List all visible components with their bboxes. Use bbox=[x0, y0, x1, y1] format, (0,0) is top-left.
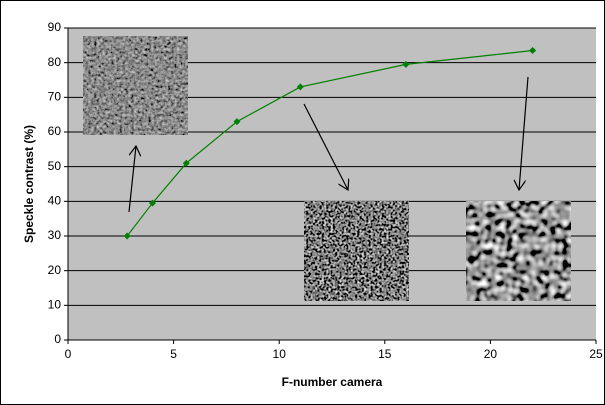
speckle-images bbox=[83, 36, 571, 301]
y-tick-label: 90 bbox=[48, 20, 62, 34]
y-tick-label: 50 bbox=[48, 159, 62, 173]
speckle-image bbox=[83, 36, 188, 135]
x-tick-label: 0 bbox=[65, 347, 72, 361]
x-tick-label: 10 bbox=[273, 347, 287, 361]
x-tick-label: 25 bbox=[589, 347, 603, 361]
y-tick-label: 0 bbox=[54, 332, 61, 346]
data-point bbox=[233, 118, 241, 126]
x-axis-title: F-number camera bbox=[282, 375, 383, 389]
speckle-image bbox=[304, 201, 409, 301]
arrows bbox=[128, 76, 529, 213]
y-tick-label: 80 bbox=[48, 55, 62, 69]
y-tick-label: 10 bbox=[48, 298, 62, 312]
x-tick-label: 15 bbox=[378, 347, 392, 361]
data-point bbox=[182, 159, 190, 167]
y-axis-title: Speckle contrast (%) bbox=[22, 125, 36, 243]
data-point bbox=[296, 83, 304, 91]
y-tick-label: 30 bbox=[48, 228, 62, 242]
x-tick-label: 20 bbox=[484, 347, 498, 361]
data-point bbox=[148, 199, 156, 207]
y-tick-label: 20 bbox=[48, 263, 62, 277]
x-tick-label: 5 bbox=[170, 347, 177, 361]
arrow bbox=[519, 76, 529, 190]
data-point bbox=[529, 47, 537, 55]
arrow bbox=[128, 146, 136, 213]
data-point bbox=[402, 60, 410, 68]
arrow bbox=[303, 103, 348, 190]
y-tick-label: 70 bbox=[48, 90, 62, 104]
speckle-image bbox=[466, 201, 571, 301]
y-tick-label: 40 bbox=[48, 194, 62, 208]
y-tick-label: 60 bbox=[48, 124, 62, 138]
data-point bbox=[123, 232, 131, 240]
